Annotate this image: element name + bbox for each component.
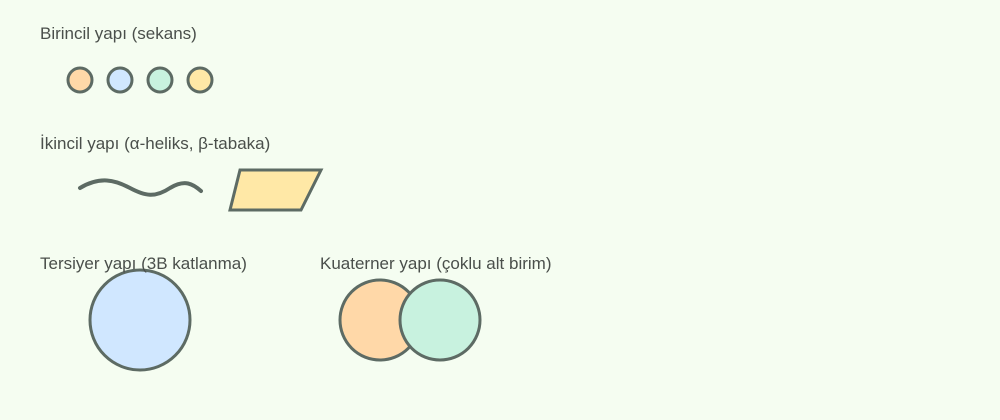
primary-structure-sequence [66, 66, 214, 94]
alpha-helix-wave [78, 178, 203, 197]
quaternary-subunits [338, 278, 482, 362]
residue-blue [106, 66, 134, 94]
residue-green [146, 66, 174, 94]
tertiary-fold-circle [88, 268, 192, 372]
beta-sheet-parallelogram [228, 168, 324, 212]
quaternary-structure-label: Kuaterner yapı (çoklu alt birim) [320, 254, 552, 273]
secondary-structure-label: İkincil yapı (α-heliks, β-tabaka) [40, 134, 271, 153]
tertiary-structure-label: Tersiyer yapı (3B katlanma) [40, 254, 247, 273]
primary-structure-label: Birincil yapı (sekans) [40, 24, 197, 43]
secondary-structure [78, 168, 324, 212]
residue-orange [66, 66, 94, 94]
residue-yellow [186, 66, 214, 94]
subunit-green-circle [398, 278, 482, 362]
